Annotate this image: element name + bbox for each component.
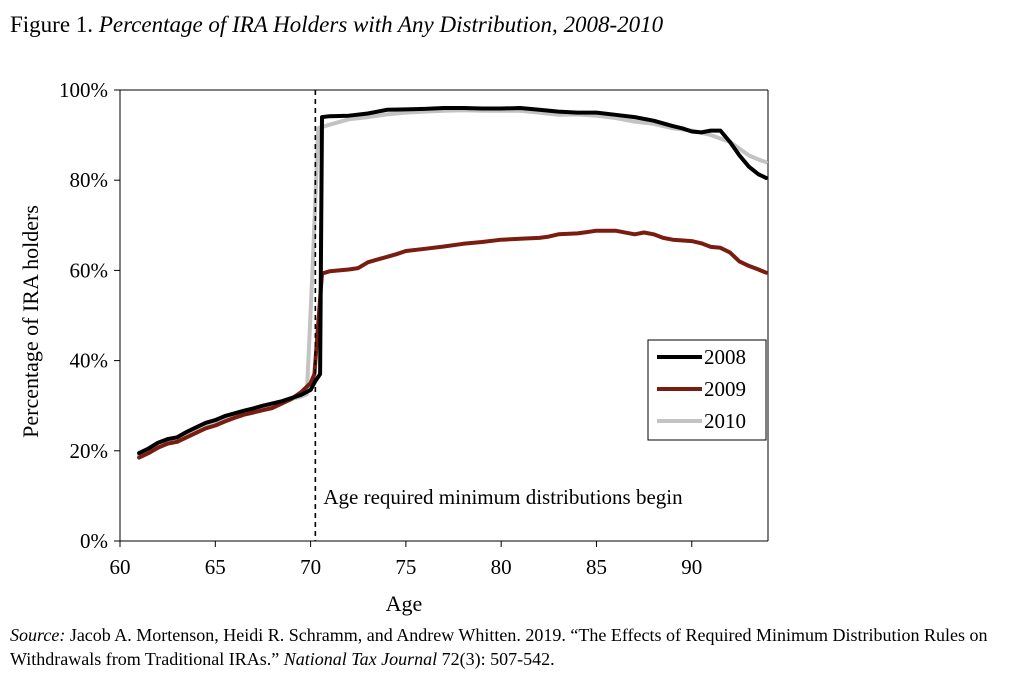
x-tick-label: 80 (491, 555, 512, 579)
y-tick-label: 0% (80, 529, 108, 553)
x-axis-title: Age (386, 591, 423, 616)
figure-title-text: Percentage of IRA Holders with Any Distr… (98, 12, 664, 37)
legend-label-2010: 2010 (704, 409, 746, 433)
legend-label-2008: 2008 (704, 345, 746, 369)
series-line-2010 (137, 108, 769, 458)
x-tick-label: 65 (205, 555, 226, 579)
legend-label-2009: 2009 (704, 377, 746, 401)
x-tick-label: 60 (110, 555, 131, 579)
y-tick-label: 80% (70, 168, 109, 192)
rmd-annotation-label: Age required minimum distributions begin (323, 485, 683, 509)
axes: 0% 20% 40% 60% 80% 100% 60 65 70 75 80 85 90 Age Perce… (18, 78, 769, 616)
source-journal: National Tax Journal (283, 649, 438, 669)
y-tick-label: 100% (59, 78, 108, 102)
figure-title: Figure 1. Percentage of IRA Holders with… (10, 12, 663, 38)
source-note: Source: Jacob A. Mortenson, Heidi R. Sch… (10, 623, 1014, 671)
chart: 0% 20% 40% 60% 80% 100% 60 65 70 75 80 85 90 Age Perce… (18, 78, 769, 616)
series-group (137, 106, 769, 460)
y-tick-label: 40% (70, 349, 109, 373)
x-tick-label: 85 (586, 555, 607, 579)
source-label: Source: (10, 625, 66, 645)
source-text: Jacob A. Mortenson, Heidi R. Schramm, an… (10, 625, 988, 669)
source-text-after: 72(3): 507-542. (437, 649, 555, 669)
series-line-2009 (137, 228, 769, 460)
y-tick-label: 20% (70, 439, 109, 463)
x-tick-label: 90 (681, 555, 702, 579)
figure-label: Figure 1. (10, 12, 94, 37)
x-tick-label: 70 (300, 555, 321, 579)
series-line-2008 (137, 106, 769, 456)
y-tick-label: 60% (70, 258, 109, 282)
x-tick-label: 75 (395, 555, 416, 579)
legend: 2008 2009 2010 (647, 339, 767, 441)
y-axis-title: Percentage of IRA holders (18, 205, 43, 438)
annotation: Age required minimum distributions begin (314, 90, 683, 541)
